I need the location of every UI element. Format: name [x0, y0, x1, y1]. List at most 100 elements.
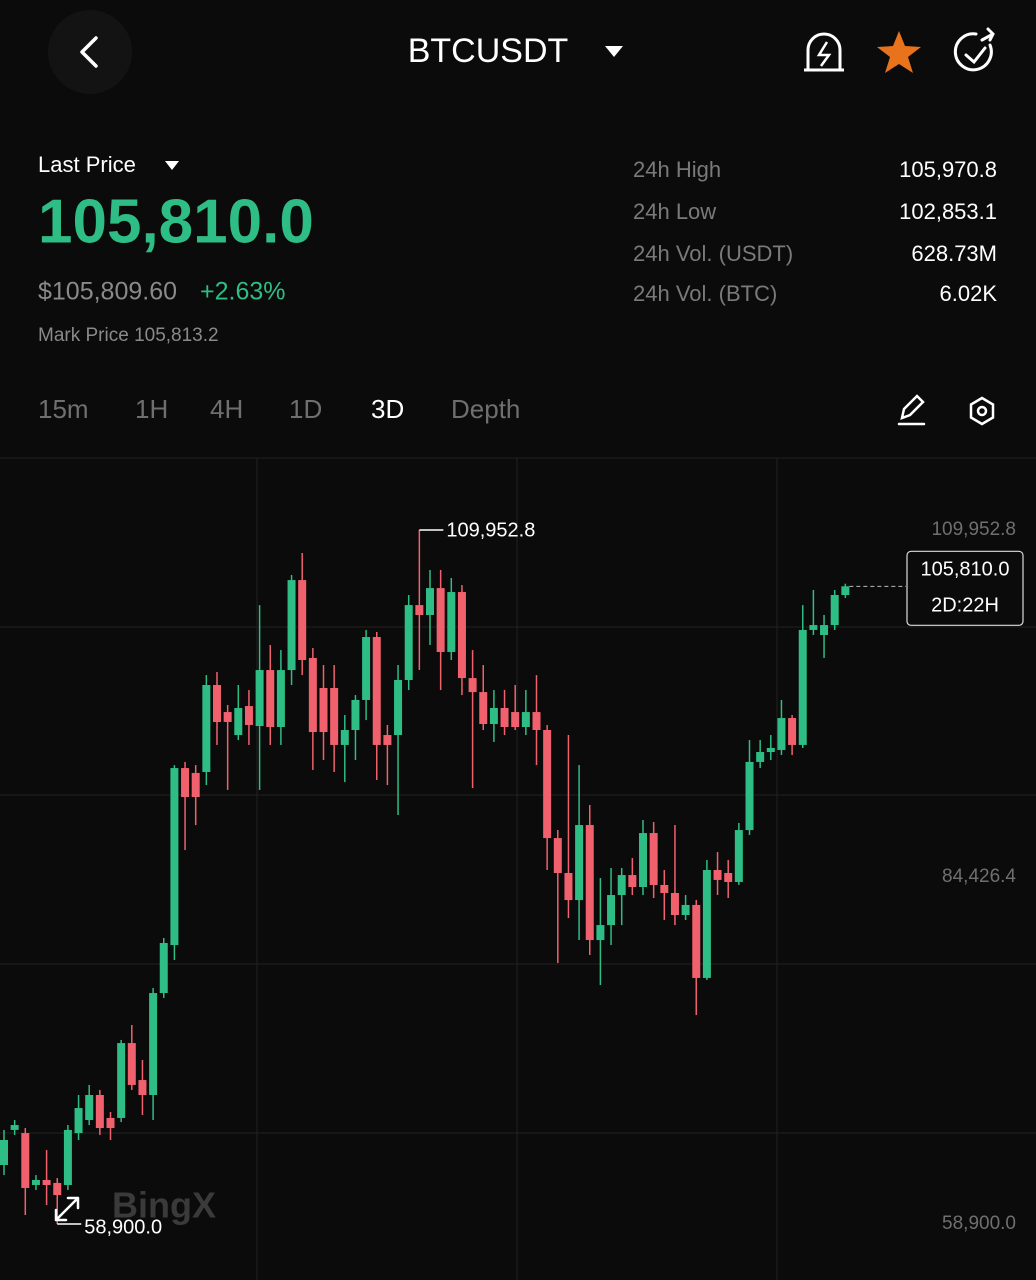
candle-body [266, 670, 275, 728]
candle-body [500, 707, 509, 728]
candle-body [287, 580, 296, 671]
bolt [816, 41, 832, 67]
hexagon-dot [976, 405, 988, 417]
candle-body [575, 825, 584, 901]
stat-label: 24h Low [633, 199, 716, 224]
candle-body [330, 687, 339, 745]
candle-body [223, 712, 232, 722]
candle-body [585, 825, 594, 941]
candle-body [511, 712, 520, 728]
symbol-caret[interactable] [605, 46, 623, 57]
alert-icon[interactable] [804, 32, 844, 72]
watermark: BingX [112, 1185, 216, 1226]
candle-body [777, 718, 786, 750]
candle-body [457, 592, 466, 679]
candle-body [404, 605, 413, 680]
timeframe-tab[interactable]: 3D [371, 394, 404, 424]
last-price: 105,810.0 [38, 187, 314, 256]
candle-body [31, 1179, 40, 1185]
last-price-tag: 105,810.0 [921, 559, 1010, 581]
candle-body [85, 1094, 94, 1121]
candle-body [159, 943, 168, 994]
candle-body [319, 687, 328, 733]
timeframe-tab[interactable]: 1D [289, 394, 322, 424]
stat-label: 24h Vol. (BTC) [633, 281, 777, 306]
candle-body [53, 1182, 62, 1196]
candle-body [213, 685, 221, 722]
high-label: 109,952.8 [446, 519, 535, 541]
candle-body [234, 707, 243, 736]
candle-body [660, 884, 669, 893]
candle-body [0, 1139, 8, 1166]
share-arc [953, 32, 993, 72]
fullscreen-icon[interactable] [54, 1196, 80, 1222]
candle-body [181, 768, 190, 798]
timeframe-tab[interactable]: 15m [38, 394, 89, 424]
candle-body [362, 637, 371, 700]
candle-body [639, 833, 647, 888]
candle-body [298, 580, 307, 660]
candle-body [149, 993, 158, 1095]
bell [806, 32, 842, 72]
candle-body [724, 873, 733, 882]
candle-body [383, 735, 392, 745]
candle-body [521, 712, 530, 728]
y-tick-label: 109,952.8 [931, 519, 1016, 540]
symbol-title[interactable]: BTCUSDT [408, 32, 569, 70]
candle-body [63, 1129, 72, 1185]
timeframe-tab[interactable]: 4H [210, 394, 243, 424]
settings-icon[interactable] [969, 396, 995, 426]
share-icon[interactable] [953, 27, 995, 72]
candle-body [308, 657, 317, 733]
candle-body [692, 904, 701, 978]
candle-body [95, 1094, 104, 1129]
candle-body [42, 1179, 51, 1185]
candle-body [702, 870, 711, 978]
candle-body [394, 679, 403, 736]
candle-body [756, 752, 765, 762]
candle-body [351, 699, 360, 731]
candle-body [10, 1125, 19, 1130]
candle-body [734, 830, 743, 882]
candles: 58,900.0 84,426.4 109,952.8 109,952.8 58,900… [0, 519, 1024, 1238]
candle-body [106, 1117, 115, 1129]
draw-tool-icon[interactable] [897, 394, 926, 426]
low-label: 58,900.0 [84, 1216, 162, 1238]
favorite-star[interactable] [877, 31, 921, 73]
candle-body [447, 592, 456, 652]
price-type-caret[interactable] [165, 161, 179, 170]
candle-body [415, 605, 424, 615]
candle-body [564, 873, 573, 901]
candle-body [649, 833, 658, 885]
candle-body [788, 718, 797, 745]
y-tick-label: 84,426.4 [942, 866, 1016, 887]
candle-body [426, 588, 434, 615]
candle-body [468, 678, 477, 693]
timeframes: 15m 1H 4H 1D 3D Depth [38, 394, 520, 424]
candle-body [628, 875, 637, 888]
candle-body [21, 1133, 30, 1188]
back-icon [80, 36, 98, 68]
hexagon [969, 396, 995, 426]
mark-price: Mark Price 105,813.2 [38, 325, 219, 346]
candle-body [255, 670, 264, 727]
candle-body [202, 685, 211, 773]
candle-body [553, 838, 562, 874]
candle-body [713, 870, 722, 880]
timeframe-tab[interactable]: 1H [135, 394, 168, 424]
stats: 24h High 105,970.8 24h Low 102,853.1 24h Vol… [633, 157, 997, 306]
stat-value: 105,970.8 [899, 157, 997, 182]
countdown: 2D:22H [931, 595, 999, 617]
candle-body [532, 712, 541, 731]
back-button[interactable] [48, 10, 132, 94]
candle-body [436, 588, 445, 652]
candle-body [117, 1043, 126, 1118]
timeframe-tab[interactable]: Depth [451, 394, 520, 424]
price-change: +2.63% [200, 278, 286, 306]
candle-body [276, 670, 285, 728]
price-type-label[interactable]: Last Price [38, 152, 136, 177]
candle-body [617, 875, 626, 896]
candle-body [820, 625, 829, 635]
